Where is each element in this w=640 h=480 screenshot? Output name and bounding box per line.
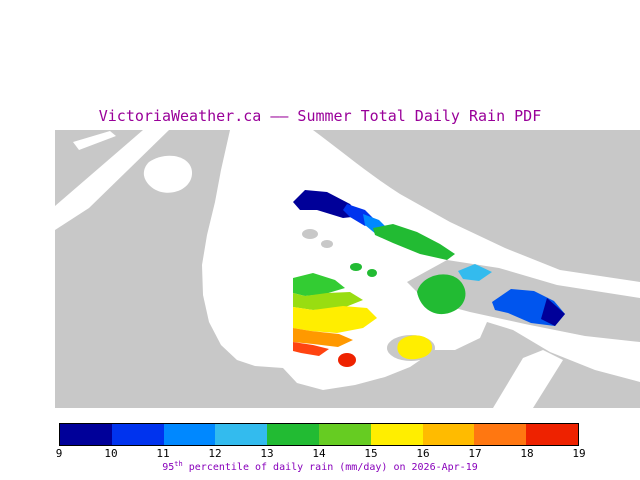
colorbar-tick-label: 10 <box>104 447 118 460</box>
data-region-peninsula-yellow <box>293 306 377 333</box>
data-region-yellow-island <box>397 335 433 360</box>
colorbar-segment <box>422 424 475 445</box>
colorbar-caption: 95th percentile of daily rain (mm/day) o… <box>0 460 640 473</box>
colorbar-tick-label: 9 <box>55 447 63 460</box>
data-region-peninsula-yellowgreen <box>293 292 363 310</box>
water-channel-topleft <box>55 130 169 230</box>
colorbar-tick-label: 13 <box>260 447 274 460</box>
islet-2 <box>321 240 333 248</box>
colorbar-tick-label: 17 <box>468 447 482 460</box>
caption-suffix: percentile of daily rain (mm/day) on 202… <box>182 462 478 473</box>
colorbar-tick-label: 12 <box>208 447 222 460</box>
data-region-navy-east <box>541 298 565 326</box>
colorbar-tick-label: 15 <box>364 447 378 460</box>
rain-map <box>55 130 640 408</box>
colorbar-segment <box>60 424 112 445</box>
page-title: VictoriaWeather.ca –– Summer Total Daily… <box>98 107 542 125</box>
colorbar-ticks: 9 10 11 12 13 14 15 16 17 18 19 <box>55 447 586 460</box>
caption-superscript: th <box>174 460 183 468</box>
colorbar-tick-label: 11 <box>156 447 170 460</box>
islet-1 <box>302 229 318 239</box>
data-region-green-chain <box>373 224 455 260</box>
colorbar <box>59 423 579 446</box>
data-region-peninsula-orange <box>293 328 353 347</box>
colorbar-tick-label: 18 <box>520 447 534 460</box>
data-region-green-islet-1 <box>350 263 362 271</box>
data-region-green-islet-2 <box>367 269 377 277</box>
data-region-red-dot <box>338 353 356 367</box>
colorbar-segment <box>318 424 371 445</box>
water-channel-bottomright <box>493 350 563 408</box>
colorbar-tick-label: 16 <box>416 447 430 460</box>
colorbar-segment <box>267 424 319 445</box>
coastline-map-svg <box>55 130 640 408</box>
colorbar-segment <box>163 424 216 445</box>
data-region-cyan <box>458 264 492 281</box>
colorbar-tick-label: 19 <box>572 447 586 460</box>
caption-prefix: 95 <box>162 462 175 473</box>
water-lake <box>143 155 193 193</box>
data-region-green-island <box>417 274 466 315</box>
colorbar-segment <box>474 424 527 445</box>
colorbar-tick-label: 14 <box>312 447 326 460</box>
data-region-peninsula-green <box>293 273 345 296</box>
colorbar-segment <box>370 424 423 445</box>
colorbar-segment <box>111 424 164 445</box>
water-inlet-sliver <box>73 131 116 150</box>
colorbar-segment <box>215 424 268 445</box>
colorbar-segments <box>60 424 578 445</box>
colorbar-segment <box>526 424 578 445</box>
data-region-peninsula-red <box>293 342 329 356</box>
